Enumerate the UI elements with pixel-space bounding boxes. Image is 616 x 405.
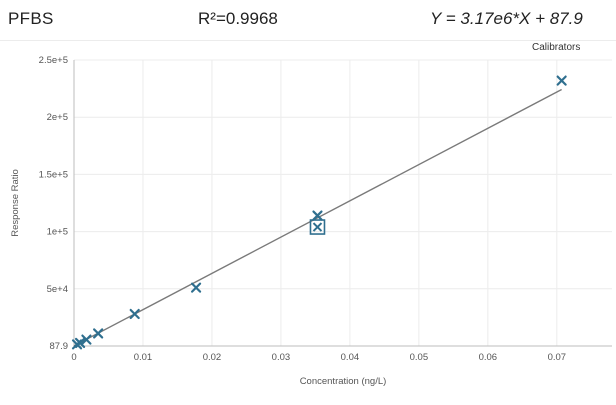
x-tick-label-2: 0.02 [203,352,222,363]
highlighted-point [309,219,326,235]
tick-labels: 0 0.01 0.02 0.03 0.04 0.05 0.06 0.07 87.9 5e+4 1e+… [39,55,566,363]
x-tick-label-5: 0.05 [410,352,429,363]
compound-name: PFBS [8,9,54,28]
x-tick-label-1: 0.01 [134,352,153,363]
marker-stroke-b [93,328,104,339]
marker-stroke-b [129,308,140,320]
fit-line-layer [73,88,562,347]
marker-stroke-b [312,210,323,221]
y-tick-label-3: 1.5e+5 [39,169,68,180]
y-tick-label-1: 5e+4 [47,284,68,295]
r-squared-value: R²=0.9968 [198,9,278,28]
x-tick-label-7: 0.07 [548,352,567,363]
y-tick-label-5: 2.5e+5 [39,55,68,66]
data-point-4 [129,308,140,320]
x-tick-label-0: 0 [71,352,76,363]
x-tick-label-6: 0.06 [479,352,498,363]
data-point-6 [312,210,323,221]
marker-stroke-b [81,334,92,345]
data-point-3 [93,328,104,339]
highlight-box [309,219,326,235]
regression-equation: Y = 3.17e6*X + 87.9 [430,9,583,28]
axes [73,60,612,347]
y-axis-title: Response Ratio [10,169,21,237]
x-tick-label-3: 0.03 [272,352,291,363]
data-point-7 [556,75,567,86]
data-point-1 [74,337,86,349]
y-tick-label-2: 1e+5 [47,227,68,238]
marker-stroke-b [556,75,567,86]
legend-calibrators[interactable]: Calibrators [532,42,581,53]
x-tick-label-4: 0.04 [341,352,360,363]
y-tick-label-0: 87.9 [50,341,69,352]
data-point-5 [190,282,202,293]
y-tick-label-4: 2e+5 [47,112,68,123]
marker-stroke-b [74,337,86,349]
data-point-2 [81,334,92,345]
highlight-cross-b [312,222,323,232]
regression-line [73,88,562,347]
marker-stroke-b [190,282,202,293]
chart-header: PFBS R²=0.9968 Y = 3.17e6*X + 87.9 [0,0,616,41]
data-points [71,75,567,350]
x-axis-title: Concentration (ng/L) [300,376,387,387]
